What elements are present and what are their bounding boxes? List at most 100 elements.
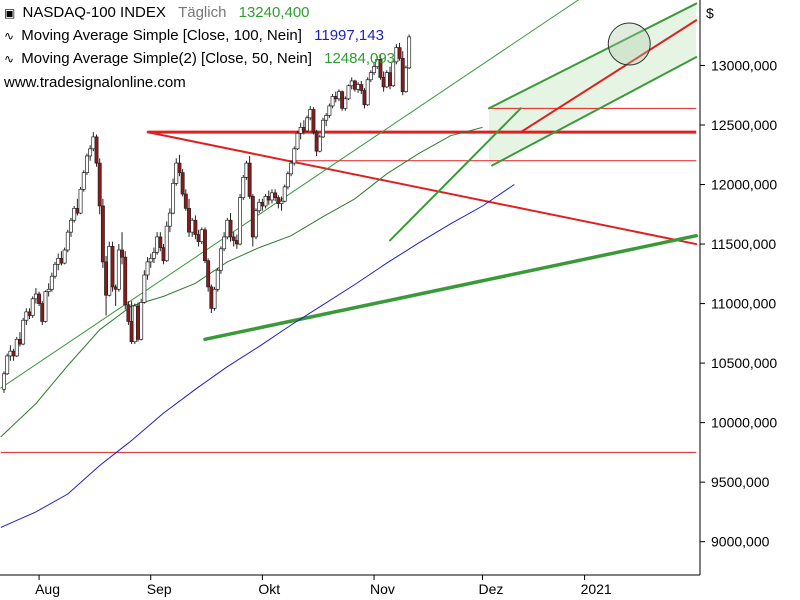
candle-body xyxy=(362,90,367,106)
candle xyxy=(263,194,268,209)
last-price: 13240,400 xyxy=(238,4,310,21)
candle xyxy=(241,175,246,200)
candle-body xyxy=(196,234,201,243)
candle-body xyxy=(282,186,287,202)
candle-body xyxy=(266,196,271,201)
legend-row-ma50: ∿ Moving Average Simple(2) [Close, 50, N… xyxy=(4,50,395,67)
candle xyxy=(305,115,310,133)
candle-body xyxy=(321,119,325,138)
candle xyxy=(327,103,332,118)
candle-body xyxy=(356,84,361,90)
candle xyxy=(203,227,207,264)
candle-body xyxy=(104,261,109,296)
candle xyxy=(378,54,383,80)
candle xyxy=(397,42,402,61)
line-indicator-icon: ∿ xyxy=(4,29,15,43)
candle xyxy=(5,353,10,375)
candle-body xyxy=(65,231,70,251)
candle xyxy=(372,63,376,75)
candle xyxy=(343,96,348,111)
candle-body xyxy=(100,205,105,263)
candle xyxy=(126,301,131,325)
candle-body xyxy=(311,109,316,133)
candle-body xyxy=(199,229,204,243)
candle-body xyxy=(43,291,48,322)
candle-body xyxy=(161,247,166,262)
candle-body xyxy=(222,236,227,250)
candle xyxy=(340,90,345,111)
candle-body xyxy=(206,260,211,288)
candle xyxy=(206,258,211,292)
ma100-value: 11997,143 xyxy=(314,27,384,44)
candle xyxy=(289,160,294,177)
candle xyxy=(148,253,153,268)
candle-body xyxy=(136,305,140,340)
candle xyxy=(359,80,364,95)
candle xyxy=(177,154,182,177)
candle-body xyxy=(234,240,239,245)
candle xyxy=(183,189,188,211)
candle-body xyxy=(171,182,176,214)
candle-body xyxy=(352,80,357,90)
candle-body xyxy=(340,91,345,109)
candle-body xyxy=(183,193,188,209)
candle-body xyxy=(69,219,73,233)
moving-average-layer xyxy=(0,126,515,528)
candle xyxy=(139,298,144,341)
candle xyxy=(30,296,35,318)
currency-symbol: $ xyxy=(706,5,714,21)
source-url[interactable]: www.tradesignalonline.com xyxy=(4,74,186,91)
line-indicator-icon: ∿ xyxy=(4,52,15,66)
candle-body xyxy=(21,319,26,345)
candle-body xyxy=(139,302,144,340)
candle xyxy=(24,308,29,325)
candle xyxy=(384,70,389,89)
candle-body xyxy=(193,219,198,235)
candle-body xyxy=(151,252,156,259)
candle-body xyxy=(167,212,172,227)
ma50-value: 12484,093 xyxy=(324,50,396,67)
candle-body xyxy=(289,162,294,175)
candle xyxy=(282,184,287,203)
candle-body xyxy=(244,162,249,178)
candle xyxy=(346,84,351,100)
ma100-label: Moving Average Simple [Close, 100, Nein] xyxy=(21,27,302,44)
candle xyxy=(84,153,89,175)
y-axis: 9000,000 9500,000 10000,000 10500,000 11000,… xyxy=(700,57,777,550)
candle xyxy=(330,94,335,109)
candle-body xyxy=(78,188,83,214)
candle-body xyxy=(94,136,99,164)
candle-body xyxy=(164,225,169,262)
candle xyxy=(407,34,412,70)
candle xyxy=(14,336,19,358)
candle-body xyxy=(314,131,319,152)
candle-body xyxy=(346,85,351,100)
candle-body xyxy=(27,311,32,316)
candle xyxy=(273,189,278,202)
candle-body xyxy=(400,57,405,93)
candle-body xyxy=(238,197,243,245)
candle xyxy=(97,158,102,215)
y-tick-label: 12000,000 xyxy=(711,177,777,193)
candle xyxy=(62,247,67,265)
candle xyxy=(43,290,48,323)
candle xyxy=(276,195,281,209)
annotation-layer xyxy=(607,22,651,66)
x-tick-label: Nov xyxy=(370,581,395,597)
candle xyxy=(215,267,220,292)
candle xyxy=(247,155,252,199)
candle-body xyxy=(53,263,57,277)
candle xyxy=(100,198,105,268)
candle xyxy=(254,208,258,240)
candle xyxy=(46,283,51,297)
candle-body xyxy=(365,79,370,106)
trendline-layer xyxy=(0,0,698,453)
candle xyxy=(292,146,297,166)
candle xyxy=(158,232,163,252)
ma50-label: Moving Average Simple(2) [Close, 50, Nei… xyxy=(21,50,312,67)
candle-body xyxy=(403,67,408,93)
candle-body xyxy=(391,61,396,87)
candle xyxy=(123,251,128,310)
candle-body xyxy=(308,109,313,119)
